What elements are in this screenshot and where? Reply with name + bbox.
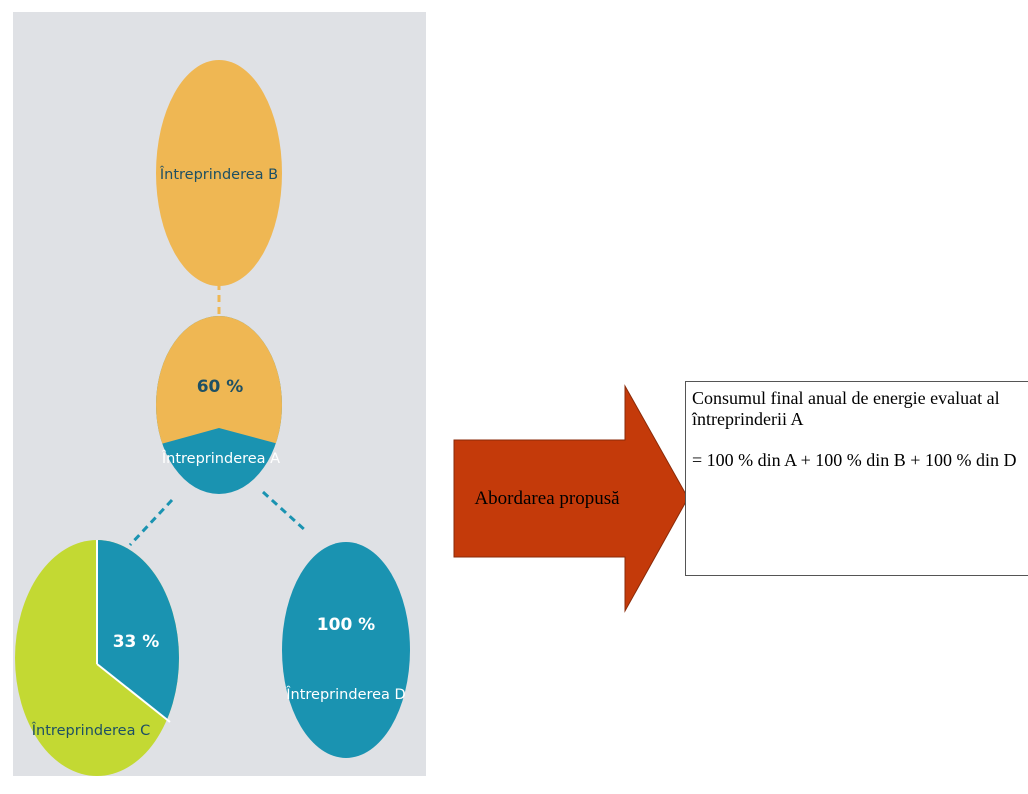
proposed-approach-label: Abordarea propusă xyxy=(474,488,620,509)
enterprise-a-share: 60 % xyxy=(197,377,244,397)
result-line-2: întreprinderii A xyxy=(692,409,804,429)
connector-a-d xyxy=(261,490,308,533)
connector-a-c xyxy=(128,498,174,547)
enterprise-b-circle xyxy=(156,60,282,286)
result-line-1: Consumul final anual de energie evaluat … xyxy=(692,388,1000,408)
enterprise-d-circle xyxy=(282,542,410,758)
enterprise-d-share: 100 % xyxy=(317,615,375,635)
enterprise-a-label: Întreprinderea A xyxy=(161,449,280,467)
enterprise-b-label: Întreprinderea B xyxy=(159,165,278,183)
enterprise-a-circle xyxy=(156,316,282,494)
result-box: Consumul final anual de energie evaluat … xyxy=(685,381,1028,576)
proposed-approach-arrow xyxy=(453,384,689,613)
enterprise-c-share: 33 % xyxy=(113,632,160,652)
result-formula: = 100 % din A + 100 % din B + 100 % din … xyxy=(692,450,1017,470)
enterprise-d-label: Întreprinderea D xyxy=(285,685,405,703)
enterprise-c-label: Întreprinderea C xyxy=(31,721,150,739)
enterprise-c-wedge-edge-2 xyxy=(96,663,171,723)
